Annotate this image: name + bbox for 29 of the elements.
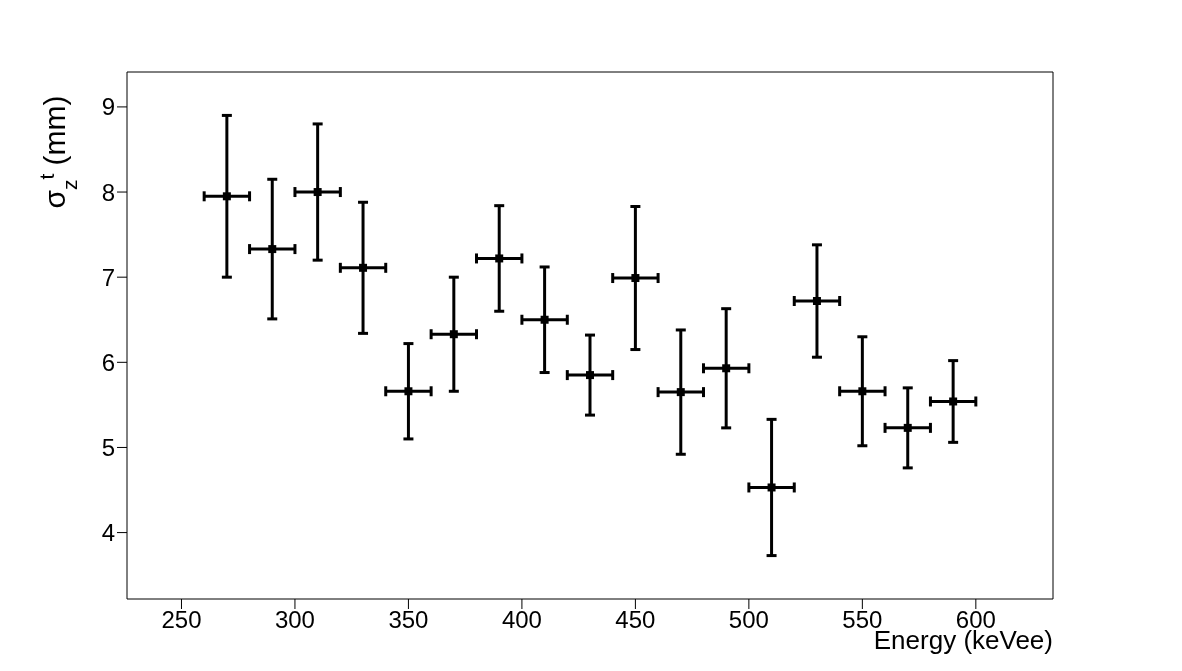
point [268,245,277,254]
point [222,192,231,201]
y-tick-label: 8 [101,178,115,206]
x-tick-label: 450 [615,606,656,634]
y-tick-label: 9 [101,93,115,121]
point [858,387,867,396]
point [631,274,640,283]
point [676,388,685,397]
y-tick-label: 7 [101,263,115,291]
x-tick-label: 350 [388,606,429,634]
x-tick-label: 250 [161,606,202,634]
point [903,423,912,432]
point [722,364,731,373]
point [404,387,413,396]
x-tick-label: 300 [274,606,315,634]
x-tick-label: 500 [728,606,769,634]
point [449,330,458,339]
point [767,483,776,492]
point [949,397,958,406]
y-tick-label: 4 [101,519,115,547]
point [586,371,594,380]
point [359,263,368,272]
point [495,254,504,263]
point [812,297,821,306]
x-tick-label: 400 [501,606,542,634]
point [313,188,322,197]
point [540,315,549,324]
y-tick-label: 5 [101,433,115,461]
y-tick-label: 6 [101,348,115,376]
